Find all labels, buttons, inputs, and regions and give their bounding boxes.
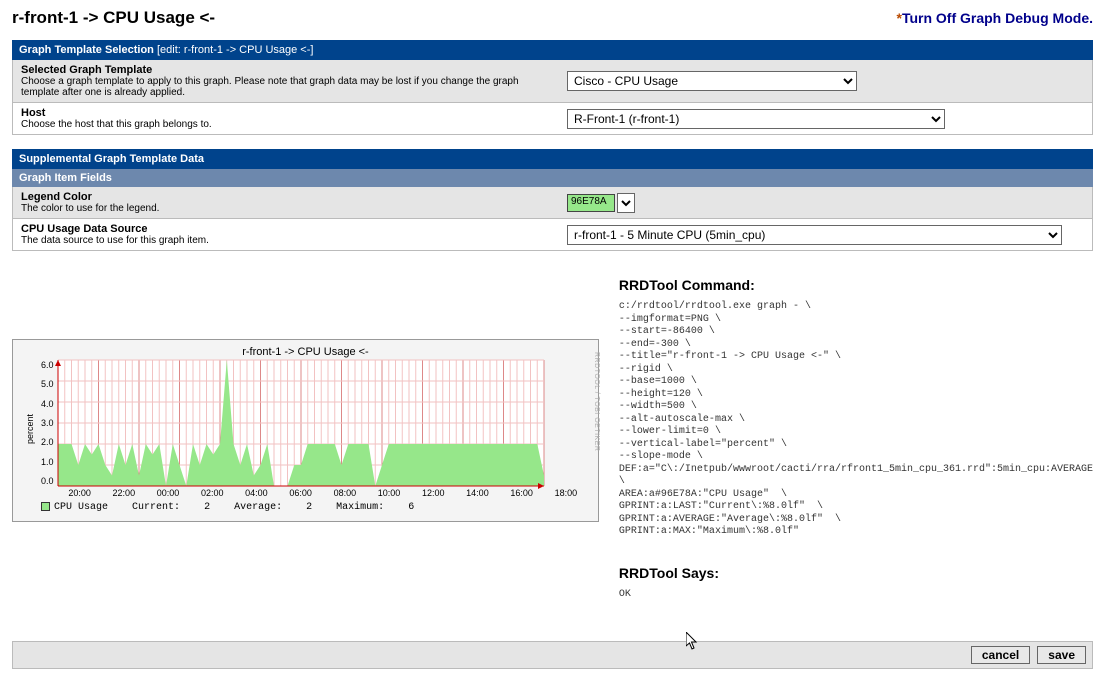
- host-select[interactable]: R-Front-1 (r-front-1): [567, 109, 945, 129]
- rrdtool-says-text: OK: [619, 589, 1093, 602]
- rrdtool-says-heading: RRDTool Says:: [619, 565, 1093, 581]
- chart-legend: CPU Usage Current: 2 Average: 2 Maximum:…: [23, 498, 588, 513]
- graph-template-select[interactable]: Cisco - CPU Usage: [567, 71, 857, 91]
- chart-plot: [58, 360, 544, 486]
- chart-title: r-front-1 -> CPU Usage <-: [23, 346, 588, 358]
- chart-xaxis: 20:0022:0000:0002:0004:0006:0008:0010:00…: [58, 486, 588, 498]
- legend-square-icon: [41, 502, 50, 511]
- rrdtool-credit: RRDTOOL / TOBI OETIKER: [593, 352, 600, 451]
- legend-color-select[interactable]: [617, 193, 635, 213]
- template-field-label: Selected Graph Template Choose a graph t…: [13, 60, 561, 102]
- host-field-label: Host Choose the host that this graph bel…: [13, 103, 561, 134]
- legend-color-swatch: 96E78A: [567, 194, 615, 212]
- template-selection-header: Graph Template Selection [edit: r-front-…: [12, 40, 1093, 60]
- rrdtool-command-heading: RRDTool Command:: [619, 277, 1093, 293]
- legend-color-label: Legend Color The color to use for the le…: [13, 187, 561, 218]
- cancel-button[interactable]: cancel: [971, 646, 1030, 664]
- data-source-select[interactable]: r-front-1 - 5 Minute CPU (5min_cpu): [567, 225, 1062, 245]
- save-button[interactable]: save: [1037, 646, 1086, 664]
- page-title: r-front-1 -> CPU Usage <-: [12, 8, 215, 28]
- graph-preview: RRDTOOL / TOBI OETIKER r-front-1 -> CPU …: [12, 339, 599, 522]
- graph-item-fields-header: Graph Item Fields: [12, 169, 1093, 187]
- supplemental-header: Supplemental Graph Template Data: [12, 149, 1093, 169]
- chart-yaxis: 6.05.04.03.02.01.00.0: [37, 360, 58, 486]
- data-source-label: CPU Usage Data Source The data source to…: [13, 219, 561, 250]
- rrdtool-command-text: c:/rrdtool/rrdtool.exe graph - \ --imgfo…: [619, 301, 1093, 539]
- toggle-debug-link[interactable]: *Turn Off Graph Debug Mode.: [896, 10, 1093, 26]
- chart-ylabel: percent: [23, 360, 37, 498]
- footer-bar: cancel save: [12, 641, 1093, 669]
